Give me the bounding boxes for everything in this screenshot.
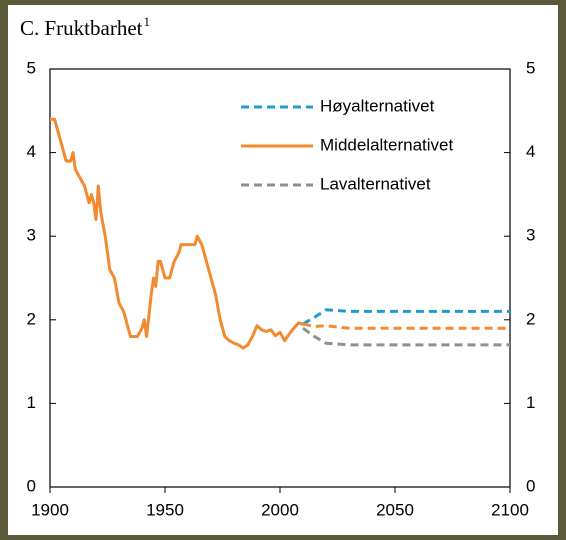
- chart-title: C. Fruktbarhet: [20, 16, 143, 40]
- y2-tick-label: 1: [526, 393, 535, 412]
- y2-tick-label: 2: [526, 309, 535, 328]
- panel: [8, 5, 558, 535]
- series-line: [302, 308, 510, 326]
- title-superscript: 1: [143, 14, 150, 29]
- legend-label: Høyalternativet: [320, 96, 435, 115]
- x-tick-label: 1900: [31, 500, 69, 519]
- y-tick-label: 1: [27, 393, 36, 412]
- x-tick-label: 2050: [376, 500, 414, 519]
- legend-label: Lavalternativet: [320, 174, 431, 193]
- y-tick-label: 2: [27, 309, 36, 328]
- y-tick-label: 3: [27, 226, 36, 245]
- y2-tick-label: 4: [526, 142, 535, 161]
- x-tick-label: 1950: [146, 500, 184, 519]
- legend-label: Middelalternativet: [320, 135, 454, 154]
- y2-tick-label: 3: [526, 226, 535, 245]
- series-line: [50, 117, 304, 350]
- y-tick-label: 5: [27, 58, 36, 77]
- y-tick-label: 4: [27, 142, 36, 161]
- x-tick-label: 2000: [261, 500, 299, 519]
- series-line: [302, 322, 510, 330]
- x-tick-label: 2100: [491, 500, 529, 519]
- y2-tick-label: 0: [526, 476, 535, 495]
- series-line: [302, 326, 510, 347]
- y2-tick-label: 5: [526, 58, 535, 77]
- y-tick-label: 0: [27, 476, 36, 495]
